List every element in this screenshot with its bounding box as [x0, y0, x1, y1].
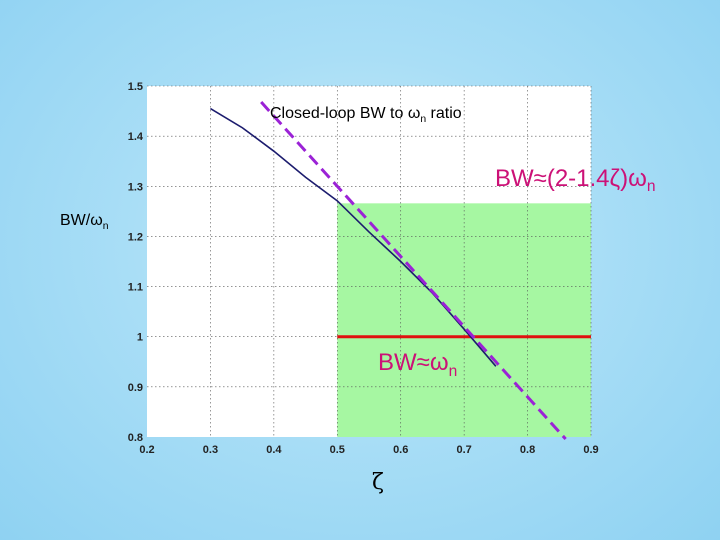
x-tick-label: 0.6 [393, 444, 408, 456]
y-tick-label: 0.9 [128, 382, 143, 394]
x-tick-label: 0.2 [139, 444, 154, 456]
x-tick-labels: 0.2 0.3 0.4 0.5 0.6 0.7 0.8 0.9 [139, 444, 598, 456]
x-tick-label: 0.5 [330, 444, 345, 456]
y-tick-label: 1.2 [128, 231, 143, 243]
x-tick-label: 0.3 [203, 444, 218, 456]
y-tick-labels: 0.8 0.9 1 1.1 1.2 1.3 1.4 1.5 [128, 81, 144, 444]
grid-lines [147, 85, 592, 437]
y-tick-label: 1.4 [128, 131, 144, 143]
annotation-linear-approx: BW≈(2-1.4ζ)ωn [495, 165, 656, 195]
y-axis-label: BW/ωn [60, 212, 109, 232]
x-tick-label: 0.9 [583, 444, 598, 456]
y-tick-label: 1 [137, 332, 143, 344]
y-tick-label: 1.1 [128, 282, 143, 294]
y-tick-label: 1.3 [128, 181, 143, 193]
x-tick-label: 0.7 [456, 444, 471, 456]
x-tick-label: 0.4 [266, 444, 282, 456]
series-linear-approximation [260, 101, 567, 441]
chart-title: Closed-loop BW to ωn ratio [270, 105, 462, 125]
annotation-bw-equals-wn: BW≈ωn [378, 349, 457, 380]
y-tick-label: 0.8 [128, 432, 143, 444]
x-axis-label: ζ [372, 470, 384, 495]
y-tick-label: 1.5 [128, 81, 143, 93]
x-tick-label: 0.8 [520, 444, 535, 456]
